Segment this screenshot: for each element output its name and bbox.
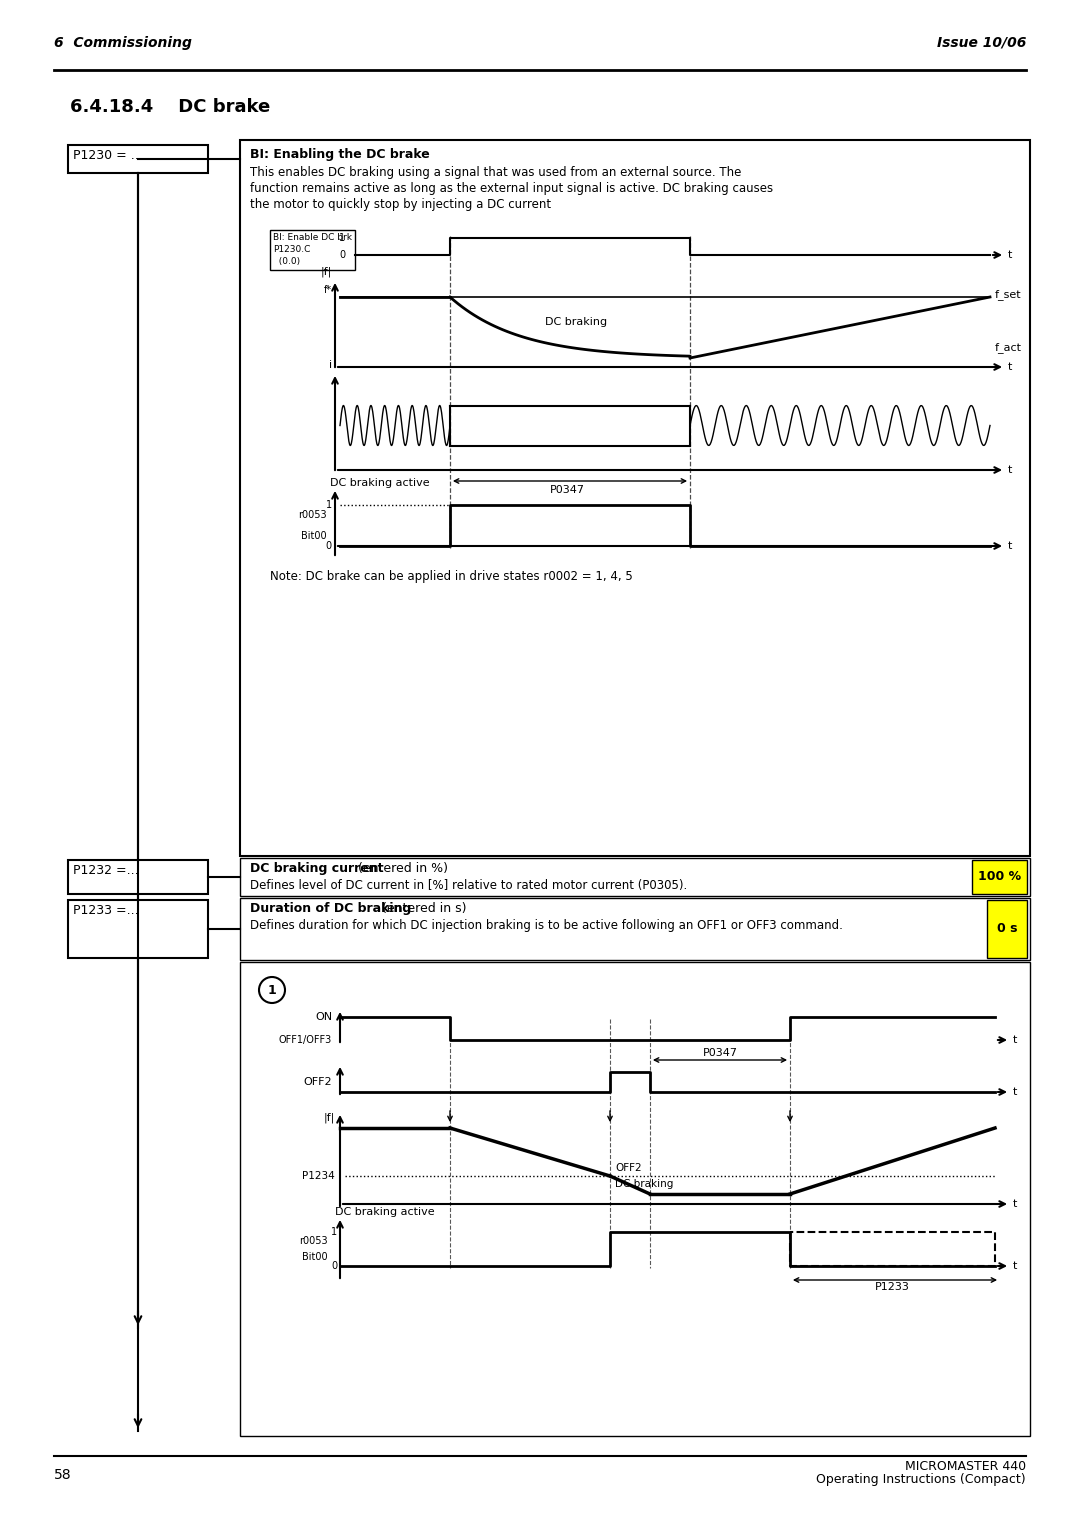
Text: (entered in %): (entered in %) [354, 862, 448, 876]
Text: i: i [329, 361, 332, 370]
Text: Defines level of DC current in [%] relative to rated motor current (P0305).: Defines level of DC current in [%] relat… [249, 879, 687, 892]
Text: t: t [1008, 362, 1012, 371]
Text: P1230 = ...: P1230 = ... [73, 150, 143, 162]
Text: (entered in s): (entered in s) [378, 902, 467, 915]
Bar [240, 141, 1030, 856]
Text: P0347: P0347 [702, 1048, 738, 1057]
Text: P1230.C: P1230.C [273, 244, 310, 254]
Text: Issue 10/06: Issue 10/06 [936, 37, 1026, 50]
Text: 0: 0 [339, 251, 345, 260]
Text: |f|: |f| [321, 266, 332, 277]
Text: This enables DC braking using a signal that was used from an external source. Th: This enables DC braking using a signal t… [249, 167, 741, 179]
Text: P1234: P1234 [302, 1170, 335, 1181]
Bar [68, 900, 208, 958]
Text: BI: Enable DC brk: BI: Enable DC brk [273, 232, 352, 241]
Text: Bit00: Bit00 [302, 1251, 328, 1262]
Text: t: t [1013, 1086, 1017, 1097]
Text: P1232 =...: P1232 =... [73, 863, 138, 877]
Text: 100 %: 100 % [977, 871, 1021, 883]
Text: ON: ON [315, 1012, 332, 1022]
Bar [987, 900, 1027, 958]
Text: DC braking: DC braking [545, 316, 607, 327]
Text: P0347: P0347 [550, 484, 585, 495]
Text: P1233 =...: P1233 =... [73, 905, 138, 917]
Text: Defines duration for which DC injection braking is to be active following an OFF: Defines duration for which DC injection … [249, 918, 842, 932]
Text: 0 s: 0 s [997, 923, 1017, 935]
Text: OFF2: OFF2 [303, 1077, 332, 1086]
Text: f_set: f_set [995, 289, 1022, 301]
Text: t: t [1013, 1034, 1017, 1045]
Bar [240, 898, 1030, 960]
Text: BI: Enabling the DC brake: BI: Enabling the DC brake [249, 148, 430, 160]
Text: t: t [1008, 465, 1012, 475]
Text: 1: 1 [330, 1227, 337, 1238]
Text: function remains active as long as the external input signal is active. DC braki: function remains active as long as the e… [249, 182, 773, 196]
Bar [240, 859, 1030, 895]
Text: 1: 1 [326, 500, 332, 510]
Bar [68, 145, 208, 173]
Text: f_act: f_act [995, 342, 1022, 353]
Text: OFF1/OFF3: OFF1/OFF3 [279, 1034, 332, 1045]
Text: P1233: P1233 [875, 1282, 910, 1293]
Text: DC braking active: DC braking active [335, 1207, 434, 1216]
Text: (0.0): (0.0) [273, 257, 300, 266]
Text: t: t [1013, 1261, 1017, 1271]
Text: Operating Instructions (Compact): Operating Instructions (Compact) [816, 1473, 1026, 1487]
Text: Duration of DC braking: Duration of DC braking [249, 902, 411, 915]
Text: MICROMASTER 440: MICROMASTER 440 [905, 1459, 1026, 1473]
Text: 1: 1 [268, 984, 276, 996]
Text: 6  Commissioning: 6 Commissioning [54, 37, 192, 50]
Text: 1: 1 [339, 232, 345, 243]
Bar [270, 231, 355, 270]
Text: f*: f* [324, 286, 332, 295]
Text: t: t [1008, 541, 1012, 552]
Bar [972, 860, 1027, 894]
Text: the motor to quickly stop by injecting a DC current: the motor to quickly stop by injecting a… [249, 199, 551, 211]
Text: Note: DC brake can be applied in drive states r0002 = 1, 4, 5: Note: DC brake can be applied in drive s… [270, 570, 633, 584]
Text: DC braking current: DC braking current [249, 862, 383, 876]
Text: 6.4.18.4    DC brake: 6.4.18.4 DC brake [70, 98, 270, 116]
Text: DC braking active: DC braking active [330, 478, 430, 487]
Text: OFF2: OFF2 [615, 1163, 642, 1174]
Text: Bit00: Bit00 [301, 532, 327, 541]
Text: 58: 58 [54, 1468, 71, 1482]
Text: t: t [1008, 251, 1012, 260]
Text: t: t [1013, 1199, 1017, 1209]
Bar [240, 963, 1030, 1436]
Bar [68, 860, 208, 894]
Text: r0053: r0053 [299, 1236, 328, 1245]
Text: 0: 0 [330, 1261, 337, 1271]
Text: DC braking: DC braking [615, 1180, 673, 1189]
Text: r0053: r0053 [298, 510, 327, 520]
Text: |f|: |f| [324, 1112, 335, 1123]
Text: 0: 0 [326, 541, 332, 552]
